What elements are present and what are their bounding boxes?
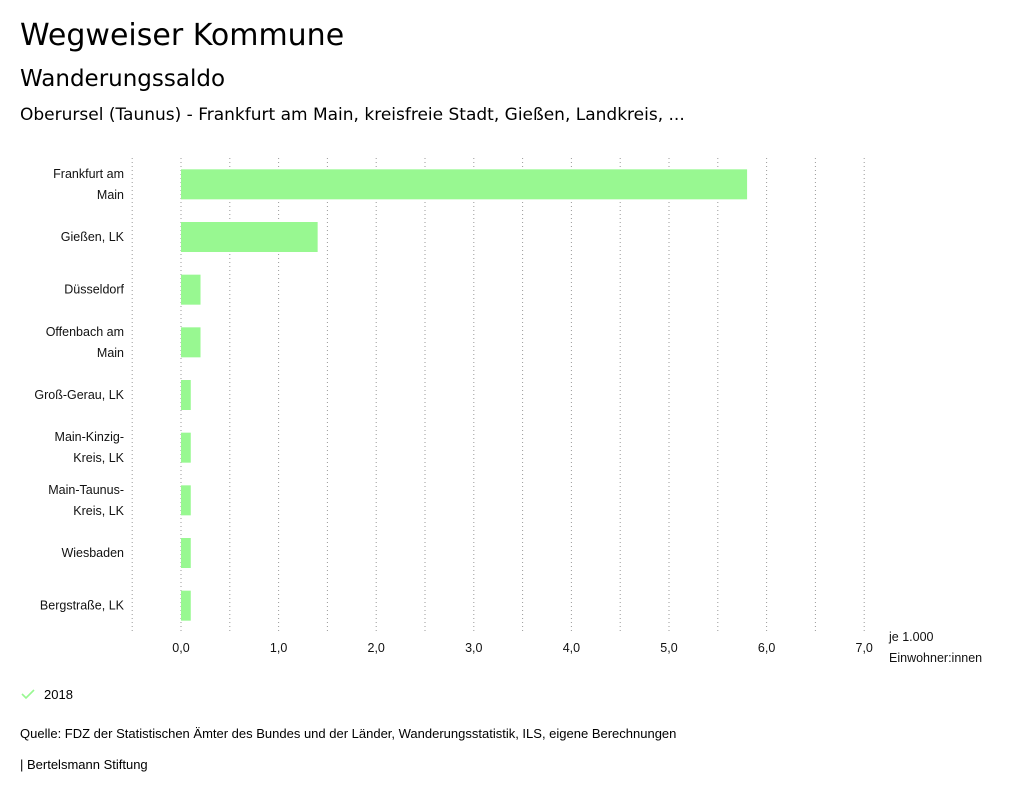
- legend-label: 2018: [44, 686, 73, 702]
- unit-label: je 1.000: [888, 630, 934, 644]
- category-label: Bergstraße, LK: [40, 599, 125, 613]
- x-tick-label: 3,0: [465, 641, 482, 655]
- bar-chart: Frankfurt am Main Gießen, LK Düsseldorf Offe…: [34, 158, 982, 665]
- source-note: Quelle: FDZ der Statistischen Ämter des …: [20, 726, 677, 741]
- category-label: Wiesbaden: [61, 546, 124, 560]
- brand-note: | Bertelsmann Stiftung: [20, 757, 148, 772]
- category-label: Offenbach am Main: [46, 325, 124, 360]
- bar: [181, 590, 191, 621]
- region-description: Oberursel (Taunus) - Frankfurt am Main, …: [20, 105, 685, 125]
- bar: [181, 169, 748, 200]
- page-title: Wegweiser Kommune: [20, 18, 345, 53]
- category-label: Gießen, LK: [61, 230, 125, 244]
- x-tick-label: 1,0: [270, 641, 287, 655]
- x-tick-label: 4,0: [563, 641, 580, 655]
- bar: [181, 327, 201, 358]
- x-tick-label: 0,0: [172, 641, 189, 655]
- bar: [181, 485, 191, 516]
- bar: [181, 432, 191, 463]
- chart-subtitle: Wanderungssaldo: [20, 66, 226, 92]
- legend[interactable]: 2018: [20, 686, 73, 702]
- check-icon: [21, 689, 35, 700]
- bar: [181, 538, 191, 568]
- unit-label: Einwohner:innen: [889, 651, 982, 665]
- bar: [181, 380, 191, 410]
- category-label: Groß-Gerau, LK: [34, 388, 124, 402]
- bar: [181, 274, 201, 305]
- x-tick-label: 6,0: [758, 641, 775, 655]
- category-label: Düsseldorf: [64, 283, 124, 297]
- x-tick-label: 7,0: [856, 641, 873, 655]
- category-label: Frankfurt am Main: [53, 167, 124, 202]
- bar: [181, 222, 318, 252]
- x-tick-label: 2,0: [368, 641, 385, 655]
- category-label: Main-Taunus-Kreis, LK: [48, 483, 124, 518]
- category-label: Main-Kinzig-Kreis, LK: [55, 430, 125, 465]
- x-tick-label: 5,0: [660, 641, 677, 655]
